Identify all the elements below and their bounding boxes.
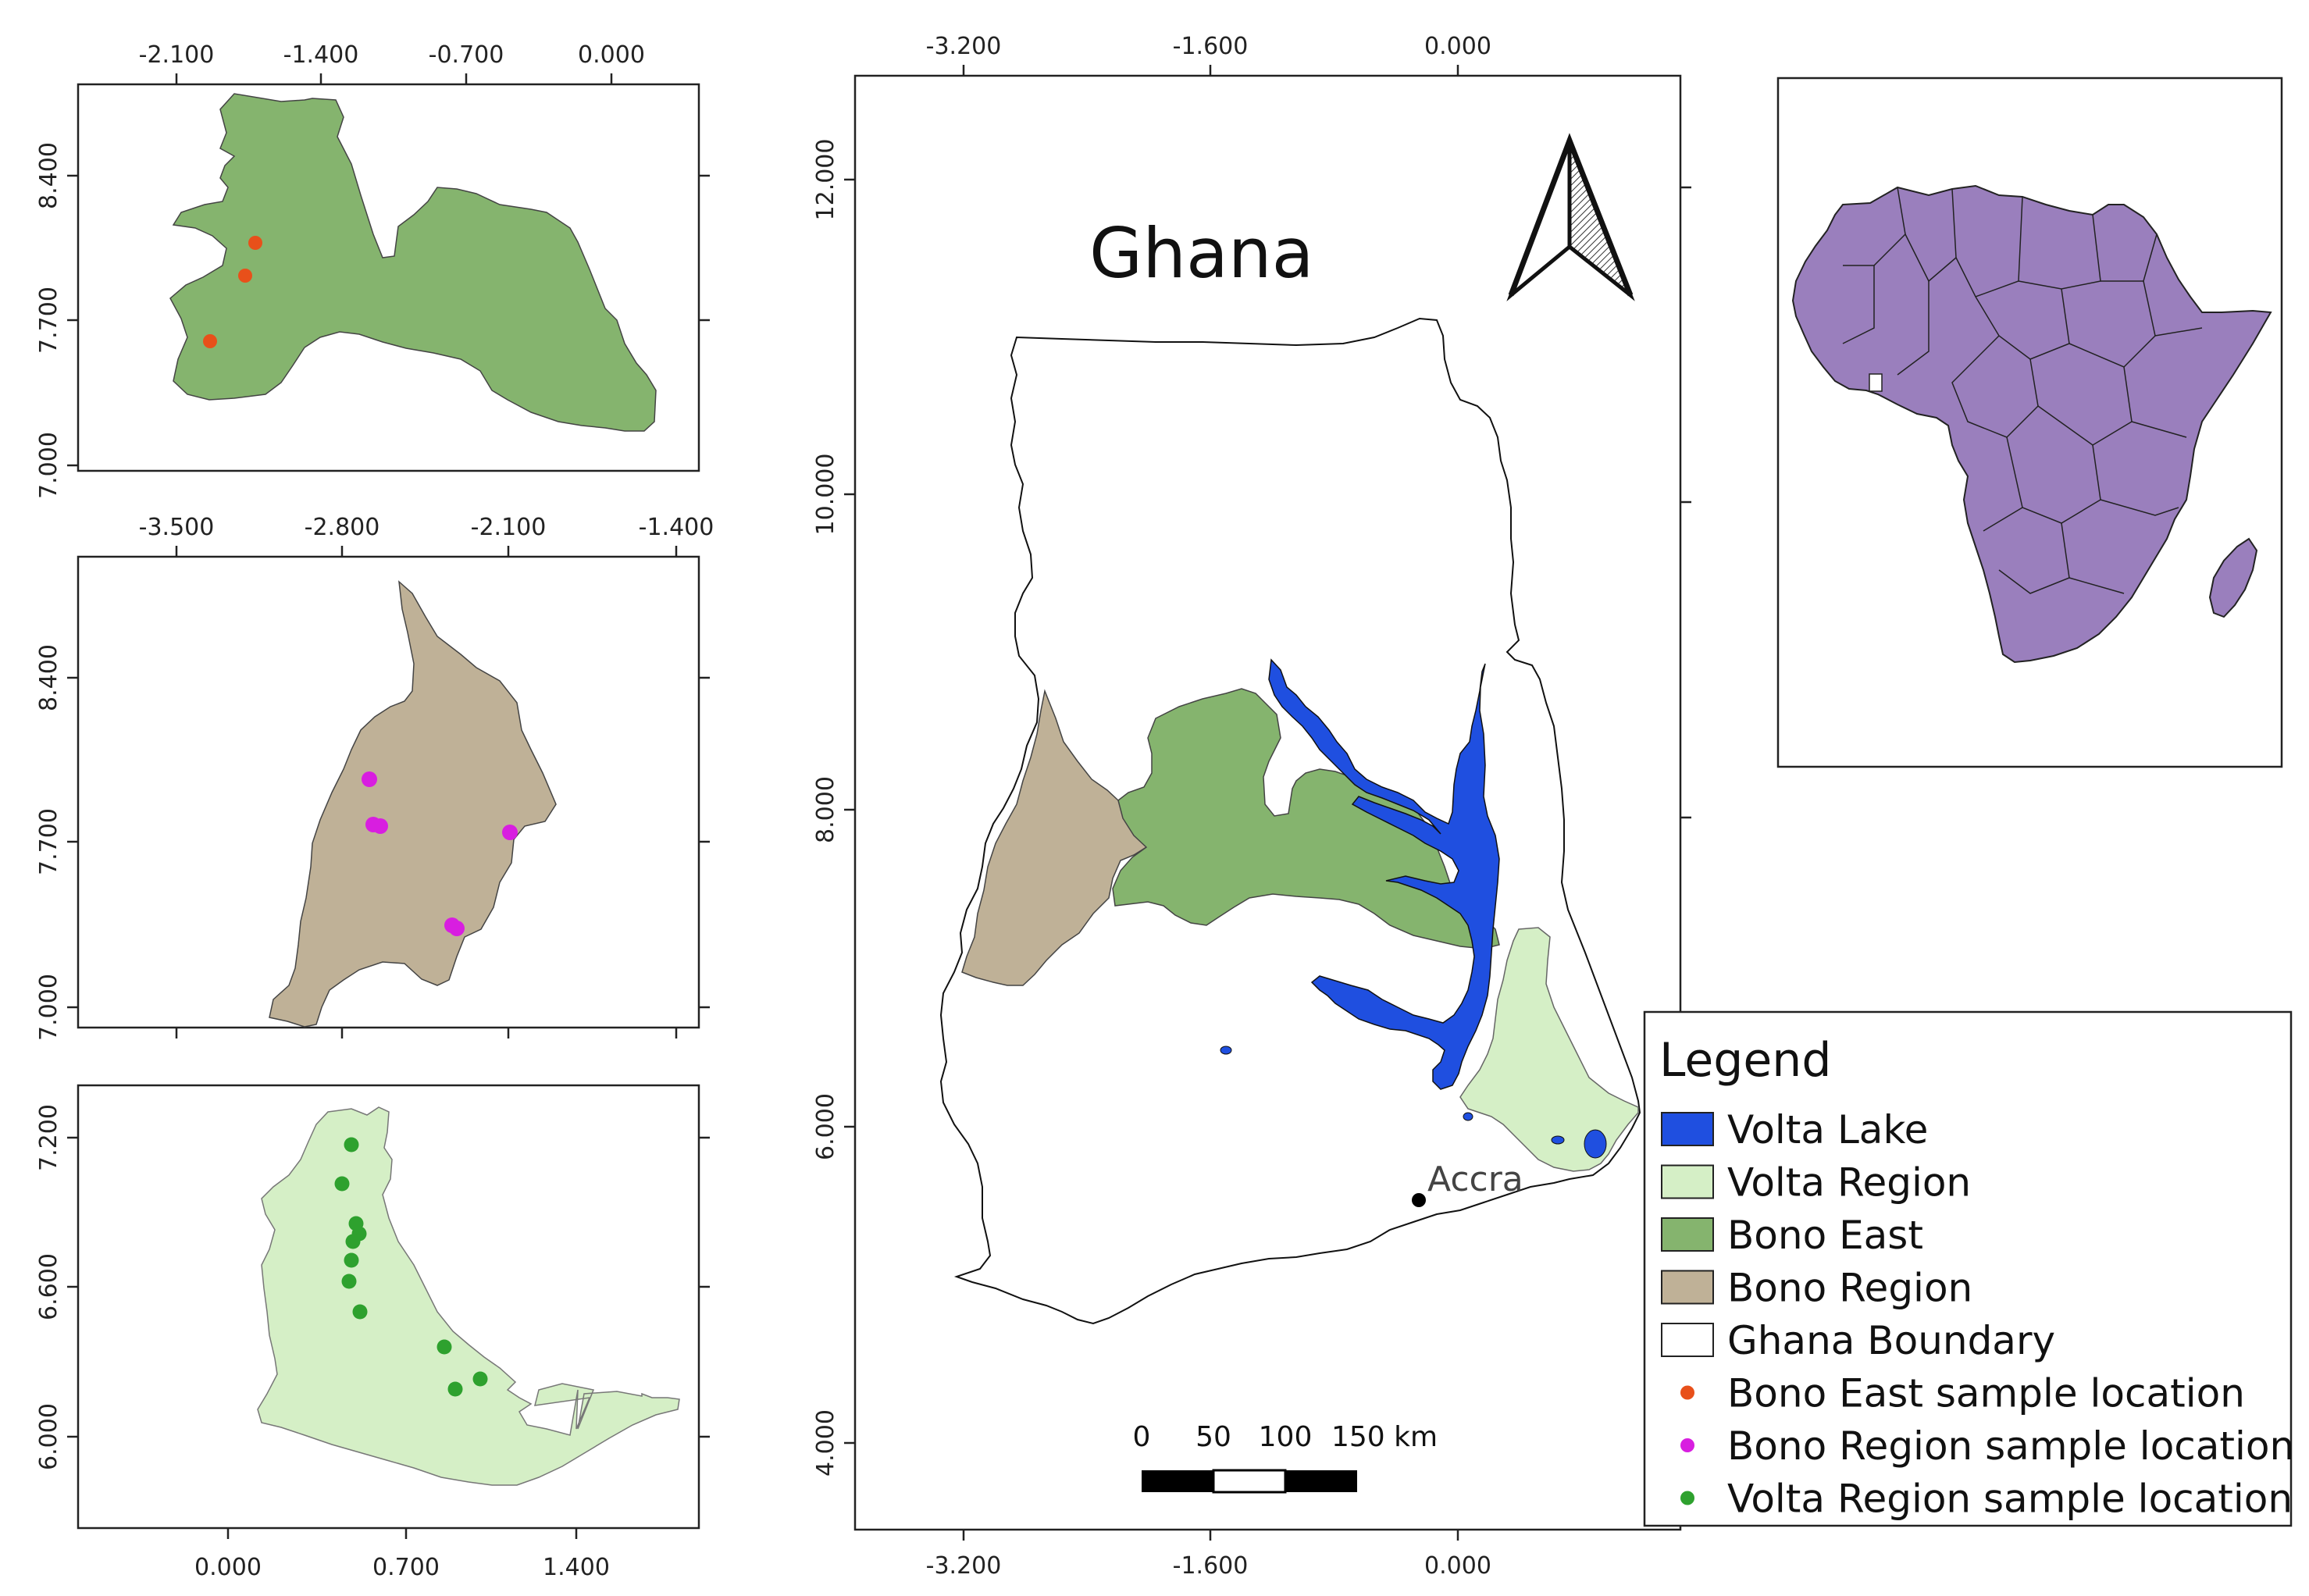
y-tick-label: 4.000: [812, 1409, 839, 1477]
bono-region-shape: [269, 580, 557, 1028]
small-lake: [1220, 1046, 1232, 1055]
y-tick-label: 6.600: [35, 1253, 62, 1320]
volta-region-main-shape: [1459, 927, 1639, 1172]
x-tick-label: -0.700: [429, 41, 504, 69]
x-tick-label: -3.200: [926, 33, 1002, 60]
legend-label: Bono Region: [1727, 1266, 1972, 1311]
scale-label: 150 km: [1331, 1421, 1438, 1453]
y-tick-label: 7.000: [35, 974, 62, 1041]
x-tick-label: -2.100: [471, 514, 547, 541]
bono-sample-point: [449, 921, 465, 936]
x-tick-label: 0.000: [1424, 1552, 1491, 1580]
legend-symbol: [1661, 1217, 1714, 1252]
bono-east-sample-point: [248, 236, 262, 250]
y-tick-label: 7.700: [35, 287, 62, 354]
volta-sample-point: [352, 1304, 368, 1320]
legend-label: Bono East: [1727, 1213, 1923, 1258]
y-tick-label: 6.000: [812, 1093, 839, 1160]
legend-symbol: [1680, 1385, 1694, 1400]
legend-label: Ghana Boundary: [1727, 1318, 2055, 1363]
scale-label: 100: [1259, 1421, 1313, 1453]
small-lake: [1551, 1135, 1565, 1145]
volta-sample-point: [341, 1274, 357, 1289]
volta-sample-point: [437, 1339, 452, 1355]
ghana-highlight: [1869, 373, 1883, 392]
bono-sample-point: [362, 771, 377, 787]
y-tick-label: 10.000: [812, 454, 839, 536]
scale-label: 0: [1133, 1421, 1151, 1453]
legend-label: Volta Region: [1727, 1160, 1971, 1206]
madagascar-shape: [2208, 537, 2258, 618]
legend-label: Volta Region sample location: [1727, 1477, 2293, 1522]
volta-region-shape: [257, 1106, 680, 1486]
bono-east-region-shape: [169, 93, 657, 432]
legend-frame: [1643, 1010, 2293, 1527]
north-arrow-icon: [1506, 133, 1635, 301]
africa-continent-shape: [1791, 184, 2272, 664]
bono-east-sample-point: [203, 334, 217, 348]
x-tick-label: -2.100: [139, 41, 215, 69]
x-tick-label: 0.000: [1424, 33, 1491, 60]
y-tick-label: 8.400: [35, 142, 62, 209]
volta-lake-shape: [1268, 658, 1500, 1090]
y-tick-label: 8.400: [35, 644, 62, 711]
legend-symbol: [1680, 1438, 1694, 1452]
x-tick-label: -3.200: [926, 1552, 1002, 1580]
bono-sample-point: [502, 825, 518, 840]
volta-sample-point: [472, 1371, 488, 1387]
inset-volta-region: 0.000 0.700 1.400 7.200 6.600 6.000: [35, 1084, 710, 1581]
keta-lagoon: [1584, 1129, 1607, 1159]
main-map-ghana: -3.200 -1.600 0.000 -3.200 -1.600 0.000 …: [812, 33, 1691, 1580]
x-tick-label: -1.600: [1173, 33, 1249, 60]
y-tick-label: 7.700: [35, 808, 62, 875]
legend-symbol: [1661, 1270, 1714, 1305]
x-tick-label: 0.000: [194, 1554, 262, 1581]
legend-label: Bono East sample location: [1727, 1371, 2245, 1416]
inset-bono-region: -3.500 -2.800 -2.100 -1.400 8.400 7.700 …: [35, 514, 714, 1041]
legend-symbol: [1661, 1323, 1714, 1357]
x-tick-label: 0.000: [578, 41, 645, 69]
y-tick-label: 7.000: [35, 432, 62, 499]
legend-label: Bono Region sample location: [1727, 1423, 2294, 1469]
volta-sample-point: [344, 1252, 359, 1268]
country-borders: [1842, 187, 2203, 594]
africa-locator-inset: [1776, 77, 2283, 768]
x-tick-label: 0.700: [372, 1554, 440, 1581]
y-tick-label: 7.200: [35, 1104, 62, 1171]
legend-symbol: [1661, 1164, 1714, 1199]
x-tick-label: -1.400: [639, 514, 714, 541]
accra-label: Accra: [1427, 1160, 1523, 1199]
legend-symbol: [1680, 1491, 1694, 1505]
volta-sample-point: [447, 1381, 463, 1397]
x-tick-label: -3.500: [139, 514, 215, 541]
legend-symbol: [1661, 1112, 1714, 1146]
legend-title: Legend: [1659, 1033, 1831, 1088]
volta-sample-point: [345, 1234, 361, 1249]
map-title: Ghana: [1089, 213, 1314, 294]
x-tick-label: -2.800: [305, 514, 380, 541]
inset-bono-east: -2.100 -1.400 -0.700 0.000 8.400 7.700 7…: [35, 41, 710, 499]
x-tick-label: -1.400: [283, 41, 359, 69]
bono-east-sample-point: [238, 269, 252, 283]
x-tick-label: 1.400: [543, 1554, 610, 1581]
volta-sample-point: [344, 1137, 359, 1152]
y-tick-label: 6.000: [35, 1403, 62, 1470]
legend-label: Volta Lake: [1727, 1107, 1928, 1152]
accra-point: [1412, 1193, 1426, 1207]
bono-sample-point: [372, 818, 388, 834]
legend: Legend Volta Lake Volta Region Bono East Bo…: [1643, 1010, 2294, 1527]
scale-label: 50: [1195, 1421, 1231, 1453]
small-lake: [1463, 1112, 1473, 1121]
y-tick-label: 8.000: [812, 776, 839, 843]
volta-sample-point: [334, 1176, 350, 1192]
x-tick-label: -1.600: [1173, 1552, 1249, 1580]
y-tick-label: 12.000: [812, 139, 839, 221]
scale-bar: 0 50 100 150 km: [1133, 1421, 1438, 1494]
